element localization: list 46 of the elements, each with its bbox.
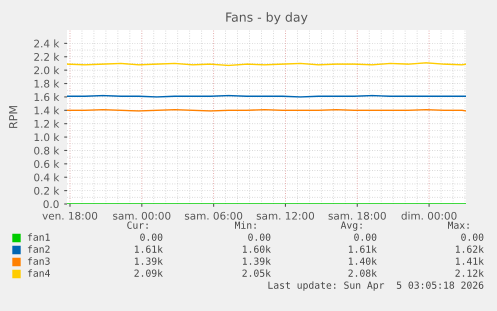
legend-label: fan2	[28, 245, 50, 253]
legend-label: fan1	[28, 233, 50, 241]
text: Avg:	[340, 222, 362, 231]
y-tick-label: 2.0 k	[34, 66, 60, 74]
text: Min:	[234, 221, 256, 229]
x-tick-label: ven. 18:00	[42, 212, 98, 220]
text: Cur:	[127, 221, 148, 229]
text: 0.00	[140, 233, 162, 241]
text: 0.00	[354, 233, 376, 241]
y-tick-label: 0.6 k	[34, 160, 60, 168]
text: Last update: Sun Apr 5 03:05:18 2026	[268, 281, 484, 291]
x-tick-label: dim. 00:00	[402, 212, 457, 220]
text: 1.61k	[348, 245, 377, 253]
text: 1.39k	[134, 257, 163, 265]
text: Max:	[448, 222, 469, 229]
y-tick-label: 1.6 k	[34, 92, 60, 102]
text: 2.08k	[348, 269, 377, 277]
y-axis-title: RPM	[9, 106, 18, 128]
text: 1.60k	[242, 245, 271, 253]
y-tick-label: 0.2 k	[34, 186, 60, 195]
text: 1.61k	[134, 245, 163, 253]
text: 1.39k	[242, 257, 271, 265]
y-tick-label: 2.2 k	[34, 52, 60, 61]
x-tick-label: sam. 18:00	[328, 212, 386, 220]
text: 2.09k	[134, 269, 163, 277]
text: 1.62k	[456, 245, 484, 253]
y-tick-label: 0.4 k	[34, 173, 60, 182]
x-tick-label: sam. 00:00	[113, 212, 170, 220]
y-tick-label: 1.2 k	[34, 120, 60, 128]
chart-title: Fans - by day	[226, 12, 308, 24]
y-tick-label: 1.0 k	[34, 133, 60, 142]
legend-label: fan4	[28, 269, 50, 277]
text: 0.00	[248, 233, 270, 241]
y-tick-label: 2.4 k	[34, 39, 60, 48]
x-tick-label: sam. 06:00	[184, 212, 242, 220]
text: 2.12k	[455, 269, 484, 277]
y-tick-label: 0.0	[43, 200, 59, 208]
y-tick-label: 1.8 k	[34, 80, 60, 88]
text: 1.41k	[456, 257, 484, 265]
legend-label: fan3	[28, 257, 50, 265]
y-tick-label: 1.4 k	[34, 106, 60, 114]
y-tick-label: 0.8 k	[34, 146, 60, 155]
x-tick-label: sam. 12:00	[256, 212, 314, 220]
text: 1.40k	[348, 257, 377, 265]
text: 0.00	[461, 233, 484, 241]
text: 2.05k	[242, 269, 271, 277]
